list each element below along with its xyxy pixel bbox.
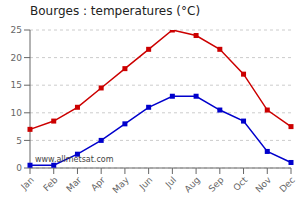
svg-text:Aug: Aug [183,175,203,195]
svg-text:Jun: Jun [137,175,155,193]
svg-text:Oct: Oct [231,175,249,193]
svg-text:20: 20 [11,53,23,63]
svg-text:Apr: Apr [89,175,107,193]
svg-text:5: 5 [16,136,22,146]
svg-text:Feb: Feb [41,175,60,194]
svg-text:Nov: Nov [254,174,274,194]
svg-text:May: May [111,174,132,195]
svg-text:Sep: Sep [207,175,226,194]
svg-text:Jan: Jan [18,175,36,193]
html-text:Bourges : temperatures (°C): Bourges : temperatures (°C) [30,4,201,18]
svg-text:25: 25 [11,25,22,35]
svg-text:Jul: Jul [163,175,178,190]
svg-text:10: 10 [11,108,23,118]
svg-text:Dec: Dec [278,175,297,194]
html-text:www.allmetsat.com: www.allmetsat.com [35,155,114,164]
svg-text:Mar: Mar [64,175,83,194]
svg-text:0: 0 [16,163,22,173]
svg-text:15: 15 [11,80,22,90]
